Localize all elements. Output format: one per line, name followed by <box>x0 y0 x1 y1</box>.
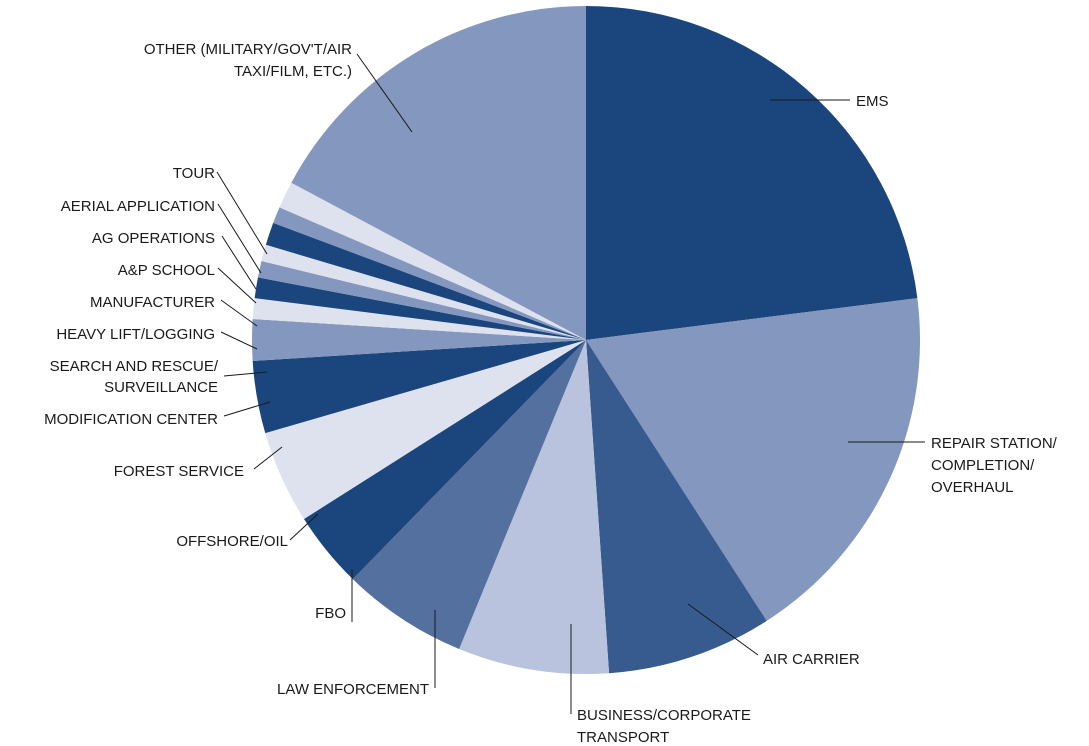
leader-tour <box>216 171 268 255</box>
leader-other <box>356 53 413 133</box>
label-repair-line2: COMPLETION/ <box>931 457 1035 474</box>
slice-ag-operations <box>265 222 586 340</box>
slice-modification-center <box>252 319 587 361</box>
label-repair-line3: OVERHAUL <box>931 479 1014 496</box>
leader-manufacturer <box>220 299 258 327</box>
label-ap-school: A&P SCHOOL <box>118 262 215 279</box>
leader-sar <box>223 371 268 377</box>
slice-a-p-school <box>261 244 586 340</box>
slice-ems <box>586 6 918 340</box>
slice-law-enforcement <box>352 340 586 649</box>
slice-repair-station-completion-overhaul <box>586 298 921 621</box>
label-business-line2: TRANSPORT <box>577 729 669 746</box>
slice-forest-service <box>252 340 586 434</box>
slice-heavy-lift-logging <box>254 277 586 340</box>
label-law-enforcement: LAW ENFORCEMENT <box>277 681 429 698</box>
slice-tour <box>279 182 586 340</box>
label-forest-service: FOREST SERVICE <box>114 463 244 480</box>
slice-aerial-application <box>273 207 586 340</box>
slice-offshore-oil <box>265 340 586 519</box>
label-ems: EMS <box>856 93 889 110</box>
label-ag-operations: AG OPERATIONS <box>92 230 215 247</box>
pie-slices <box>252 6 921 674</box>
label-sar-line1: SEARCH AND RESCUE/ <box>50 358 219 375</box>
label-manufacturer: MANUFACTURER <box>90 294 215 311</box>
leader-aerial <box>217 203 262 274</box>
slice-business-corporate-transport <box>459 340 610 674</box>
leader-ag <box>221 235 257 290</box>
label-air-carrier: AIR CARRIER <box>763 651 860 668</box>
label-offshore-oil: OFFSHORE/OIL <box>176 533 288 550</box>
label-modification-center: MODIFICATION CENTER <box>44 411 218 428</box>
leader-forest <box>253 446 283 470</box>
label-business-line1: BUSINESS/CORPORATE <box>577 707 751 724</box>
leader-air-carrier <box>687 603 759 656</box>
label-other-line1: OTHER (MILITARY/GOV'T/AIR <box>144 41 352 58</box>
slice-air-carrier <box>586 340 767 674</box>
label-fbo: FBO <box>315 605 346 622</box>
leader-modification <box>223 401 271 417</box>
label-repair-line1: REPAIR STATION/ <box>931 435 1058 452</box>
label-sar-line2: SURVEILLANCE <box>104 379 218 396</box>
leader-heavy <box>220 331 258 350</box>
slice-other-military-gov-t-air-taxi-film-etc <box>291 6 586 340</box>
slice-manufacturer <box>257 261 586 340</box>
leader-lines <box>216 53 925 714</box>
slice-search-and-rescue-surveillance <box>252 298 586 340</box>
label-other-line2: TAXI/FILM, ETC.) <box>234 63 352 80</box>
label-heavy-lift: HEAVY LIFT/LOGGING <box>56 326 215 343</box>
slice-fbo <box>303 340 586 580</box>
slice-labels: EMS REPAIR STATION/ COMPLETION/ OVERHAUL… <box>44 41 1058 746</box>
label-tour: TOUR <box>173 165 215 182</box>
leader-ap <box>217 267 257 304</box>
label-aerial-application: AERIAL APPLICATION <box>61 198 215 215</box>
leader-offshore <box>289 513 319 541</box>
